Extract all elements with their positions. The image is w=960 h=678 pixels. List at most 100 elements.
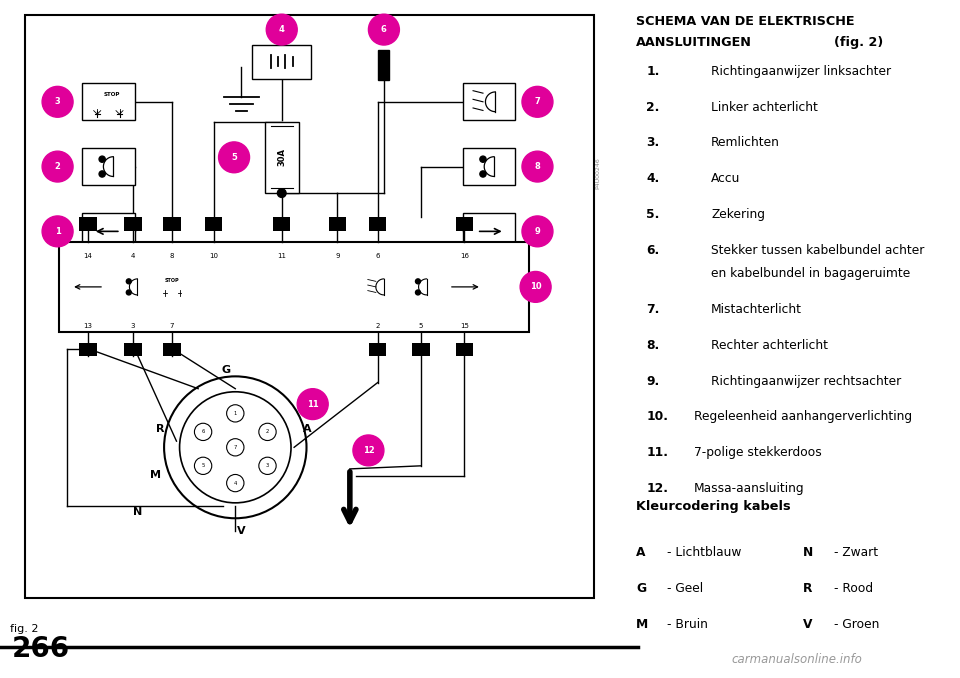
Bar: [80, 218, 97, 231]
Bar: [378, 50, 390, 79]
Text: Stekker tussen kabelbundel achter: Stekker tussen kabelbundel achter: [711, 243, 924, 257]
Text: (fig. 2): (fig. 2): [834, 36, 883, 49]
Circle shape: [522, 86, 553, 117]
Circle shape: [277, 188, 286, 197]
Text: Richtingaanwijzer rechtsachter: Richtingaanwijzer rechtsachter: [711, 374, 901, 388]
Circle shape: [99, 171, 106, 177]
Circle shape: [42, 216, 73, 247]
Text: 3: 3: [266, 463, 269, 468]
Circle shape: [42, 151, 73, 182]
Bar: [369, 343, 386, 357]
Text: 266: 266: [12, 635, 70, 662]
Text: N: N: [804, 546, 813, 559]
Text: 11: 11: [307, 399, 319, 409]
Text: 8: 8: [535, 162, 540, 171]
Text: Rechter achterlicht: Rechter achterlicht: [711, 339, 828, 352]
Text: P4U00246: P4U00246: [595, 157, 600, 188]
Text: 10.: 10.: [646, 410, 668, 423]
Text: 6: 6: [375, 254, 380, 259]
Bar: [163, 343, 180, 357]
Text: 10: 10: [209, 254, 218, 259]
Text: 7: 7: [170, 323, 175, 329]
Text: 8.: 8.: [646, 339, 660, 352]
Text: 13: 13: [84, 323, 92, 329]
Text: - Rood: - Rood: [834, 582, 873, 595]
Text: Remlichten: Remlichten: [711, 136, 780, 149]
Circle shape: [99, 156, 106, 162]
Text: 14: 14: [84, 254, 92, 259]
Text: Richtingaanwijzer linksachter: Richtingaanwijzer linksachter: [711, 65, 891, 78]
Text: 7: 7: [535, 98, 540, 106]
Bar: [59, 242, 529, 332]
Text: 16: 16: [460, 254, 468, 259]
Text: R: R: [804, 582, 812, 595]
Text: Accu: Accu: [711, 172, 740, 185]
Text: 7.: 7.: [646, 303, 660, 316]
Bar: [463, 148, 516, 185]
Text: 3: 3: [131, 323, 135, 329]
Text: Zekering: Zekering: [711, 208, 765, 221]
Bar: [82, 213, 134, 250]
Text: AANSLUITINGEN: AANSLUITINGEN: [636, 36, 752, 49]
Text: 2: 2: [375, 323, 380, 329]
Text: 15: 15: [460, 323, 468, 329]
Text: 12.: 12.: [646, 482, 668, 495]
Text: 4: 4: [233, 481, 237, 485]
Circle shape: [522, 216, 553, 247]
Text: 3: 3: [55, 98, 60, 106]
Text: 7: 7: [233, 445, 237, 450]
Bar: [463, 83, 516, 120]
Circle shape: [266, 14, 298, 45]
Text: 11: 11: [277, 254, 286, 259]
Bar: [456, 218, 473, 231]
Text: Mistachterlicht: Mistachterlicht: [711, 303, 803, 316]
Text: 4.: 4.: [646, 172, 660, 185]
Text: 5: 5: [419, 323, 423, 329]
Text: - Zwart: - Zwart: [834, 546, 878, 559]
Text: STOP: STOP: [104, 92, 120, 97]
Circle shape: [520, 271, 551, 302]
Text: 9: 9: [335, 254, 340, 259]
Text: V: V: [237, 526, 246, 536]
Circle shape: [127, 290, 132, 295]
Text: 6: 6: [202, 429, 204, 435]
Bar: [252, 45, 311, 79]
Bar: [80, 343, 97, 357]
Text: 5.: 5.: [646, 208, 660, 221]
Circle shape: [219, 142, 250, 173]
Text: 4: 4: [131, 254, 135, 259]
Text: 4: 4: [278, 25, 285, 34]
Text: 3.: 3.: [646, 136, 660, 149]
Text: 5: 5: [202, 463, 204, 468]
Text: N: N: [133, 507, 142, 517]
Circle shape: [416, 290, 420, 295]
Text: 12: 12: [363, 446, 374, 455]
Circle shape: [480, 171, 486, 177]
Circle shape: [416, 279, 420, 284]
Bar: [125, 343, 142, 357]
Text: G: G: [222, 365, 230, 374]
Text: 5: 5: [231, 153, 237, 162]
Bar: [328, 218, 347, 231]
Bar: [265, 122, 299, 193]
Bar: [369, 218, 386, 231]
Circle shape: [42, 86, 73, 117]
Text: A: A: [636, 546, 646, 559]
Text: 9.: 9.: [646, 374, 660, 388]
Text: Regeleenheid aanhangerverlichting: Regeleenheid aanhangerverlichting: [694, 410, 912, 423]
Bar: [163, 218, 180, 231]
Text: 9: 9: [535, 227, 540, 236]
Text: Kleurcodering kabels: Kleurcodering kabels: [636, 500, 791, 513]
Text: fig. 2: fig. 2: [10, 624, 38, 635]
Bar: [273, 218, 291, 231]
Text: SCHEMA VAN DE ELEKTRISCHE: SCHEMA VAN DE ELEKTRISCHE: [636, 16, 854, 28]
Bar: [82, 83, 134, 120]
Text: 6.: 6.: [646, 243, 660, 257]
Text: 1: 1: [233, 411, 237, 416]
Text: 2: 2: [266, 429, 269, 435]
Bar: [204, 218, 223, 231]
Text: R: R: [156, 424, 164, 434]
Text: - Lichtblauw: - Lichtblauw: [667, 546, 741, 559]
Bar: [82, 148, 134, 185]
Text: M: M: [150, 470, 161, 480]
